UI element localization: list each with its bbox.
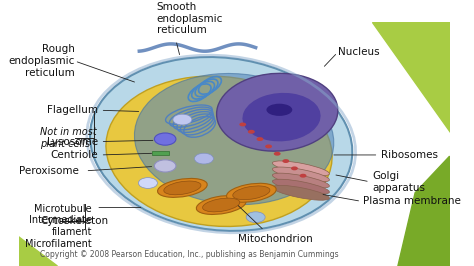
- Circle shape: [155, 133, 176, 145]
- Ellipse shape: [106, 76, 332, 226]
- Circle shape: [283, 159, 289, 163]
- Ellipse shape: [202, 198, 240, 212]
- Bar: [152, 151, 170, 155]
- Circle shape: [256, 137, 264, 141]
- Ellipse shape: [266, 104, 292, 116]
- Circle shape: [300, 174, 307, 178]
- Ellipse shape: [90, 57, 352, 231]
- Polygon shape: [372, 22, 450, 132]
- Circle shape: [265, 144, 272, 148]
- Text: Not in most
plant cells: Not in most plant cells: [40, 127, 97, 149]
- Text: Rough
endoplasmic
reticulum: Rough endoplasmic reticulum: [8, 44, 74, 78]
- Text: Smooth
endoplasmic
reticulum: Smooth endoplasmic reticulum: [156, 2, 223, 35]
- Text: Cytoskeleton: Cytoskeleton: [40, 216, 108, 226]
- Ellipse shape: [227, 183, 276, 202]
- Ellipse shape: [242, 93, 320, 141]
- Ellipse shape: [135, 73, 334, 205]
- Ellipse shape: [273, 167, 329, 182]
- Circle shape: [274, 152, 281, 156]
- Ellipse shape: [157, 178, 207, 197]
- Text: Plasma membrane: Plasma membrane: [364, 196, 461, 206]
- Circle shape: [173, 114, 192, 125]
- Circle shape: [155, 160, 176, 172]
- Polygon shape: [18, 237, 57, 266]
- Text: Mitochondrion: Mitochondrion: [237, 234, 312, 244]
- Text: Nucleus: Nucleus: [337, 47, 379, 57]
- Text: Copyright © 2008 Pearson Education, Inc., publishing as Benjamin Cummings: Copyright © 2008 Pearson Education, Inc.…: [40, 250, 339, 259]
- Text: Ribosomes: Ribosomes: [381, 150, 438, 160]
- Circle shape: [138, 178, 157, 188]
- Ellipse shape: [273, 179, 329, 194]
- Ellipse shape: [273, 173, 329, 188]
- Circle shape: [291, 167, 298, 170]
- Circle shape: [246, 212, 265, 223]
- Ellipse shape: [233, 186, 270, 200]
- Text: Peroxisome: Peroxisome: [19, 166, 79, 176]
- Circle shape: [239, 122, 246, 126]
- Circle shape: [248, 130, 255, 134]
- Text: Lysosome: Lysosome: [47, 136, 98, 147]
- Text: Centriole: Centriole: [51, 150, 98, 160]
- Circle shape: [194, 153, 213, 164]
- Ellipse shape: [196, 196, 246, 214]
- Ellipse shape: [273, 161, 329, 176]
- Polygon shape: [398, 156, 450, 266]
- Ellipse shape: [164, 181, 201, 195]
- Ellipse shape: [273, 185, 329, 200]
- Text: Golgi
apparatus: Golgi apparatus: [372, 171, 425, 193]
- Ellipse shape: [217, 73, 338, 151]
- Text: Microtubule
Intermediate
filament
Microfilament: Microtubule Intermediate filament Microf…: [25, 204, 92, 248]
- Text: Flagellum: Flagellum: [47, 105, 98, 115]
